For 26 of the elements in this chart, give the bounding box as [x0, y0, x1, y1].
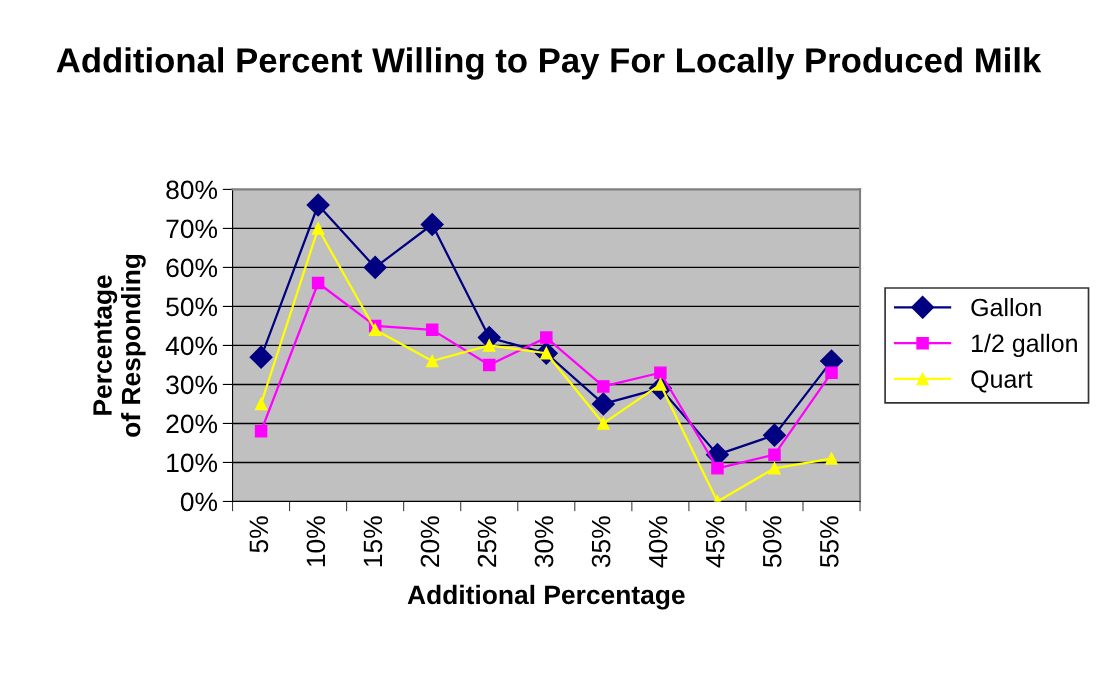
x-tick-label: 40% — [648, 516, 668, 568]
x-axis-title: Additional Percentage — [407, 584, 685, 610]
x-tick-label: 45% — [705, 516, 725, 568]
y-tick-label: 10% — [167, 453, 218, 473]
x-tick-label: 5% — [249, 516, 269, 553]
x-tick-label: 35% — [591, 516, 611, 568]
y-tick-label: 40% — [165, 336, 218, 356]
chart-title: Additional Percent Willing to Pay For Locally Produced Milk — [56, 47, 1042, 80]
legend-label: 1/2 gallon — [972, 333, 1077, 358]
legend-label: Quart — [971, 370, 1033, 393]
x-tick-label: 10% — [306, 516, 326, 567]
y-tick-label: 0% — [180, 492, 218, 512]
y-tick-label: 70% — [166, 219, 218, 239]
y-tick-label: 60% — [166, 258, 218, 278]
x-tick-label: 20% — [420, 516, 440, 567]
x-tick-label: 15% — [363, 516, 383, 567]
y-tick-label: 30% — [166, 375, 218, 395]
y-tick-label: 20% — [166, 414, 218, 434]
x-tick-label: 30% — [534, 516, 554, 568]
x-tick-label: 55% — [820, 516, 839, 568]
legend-label: Gallon — [971, 297, 1041, 317]
y-axis-title: Percentage of Responding — [93, 254, 146, 437]
x-tick-label: 50% — [762, 516, 782, 568]
x-tick-label: 25% — [477, 516, 497, 567]
y-tick-label: 50% — [166, 297, 218, 317]
y-tick-label: 80% — [166, 180, 218, 200]
